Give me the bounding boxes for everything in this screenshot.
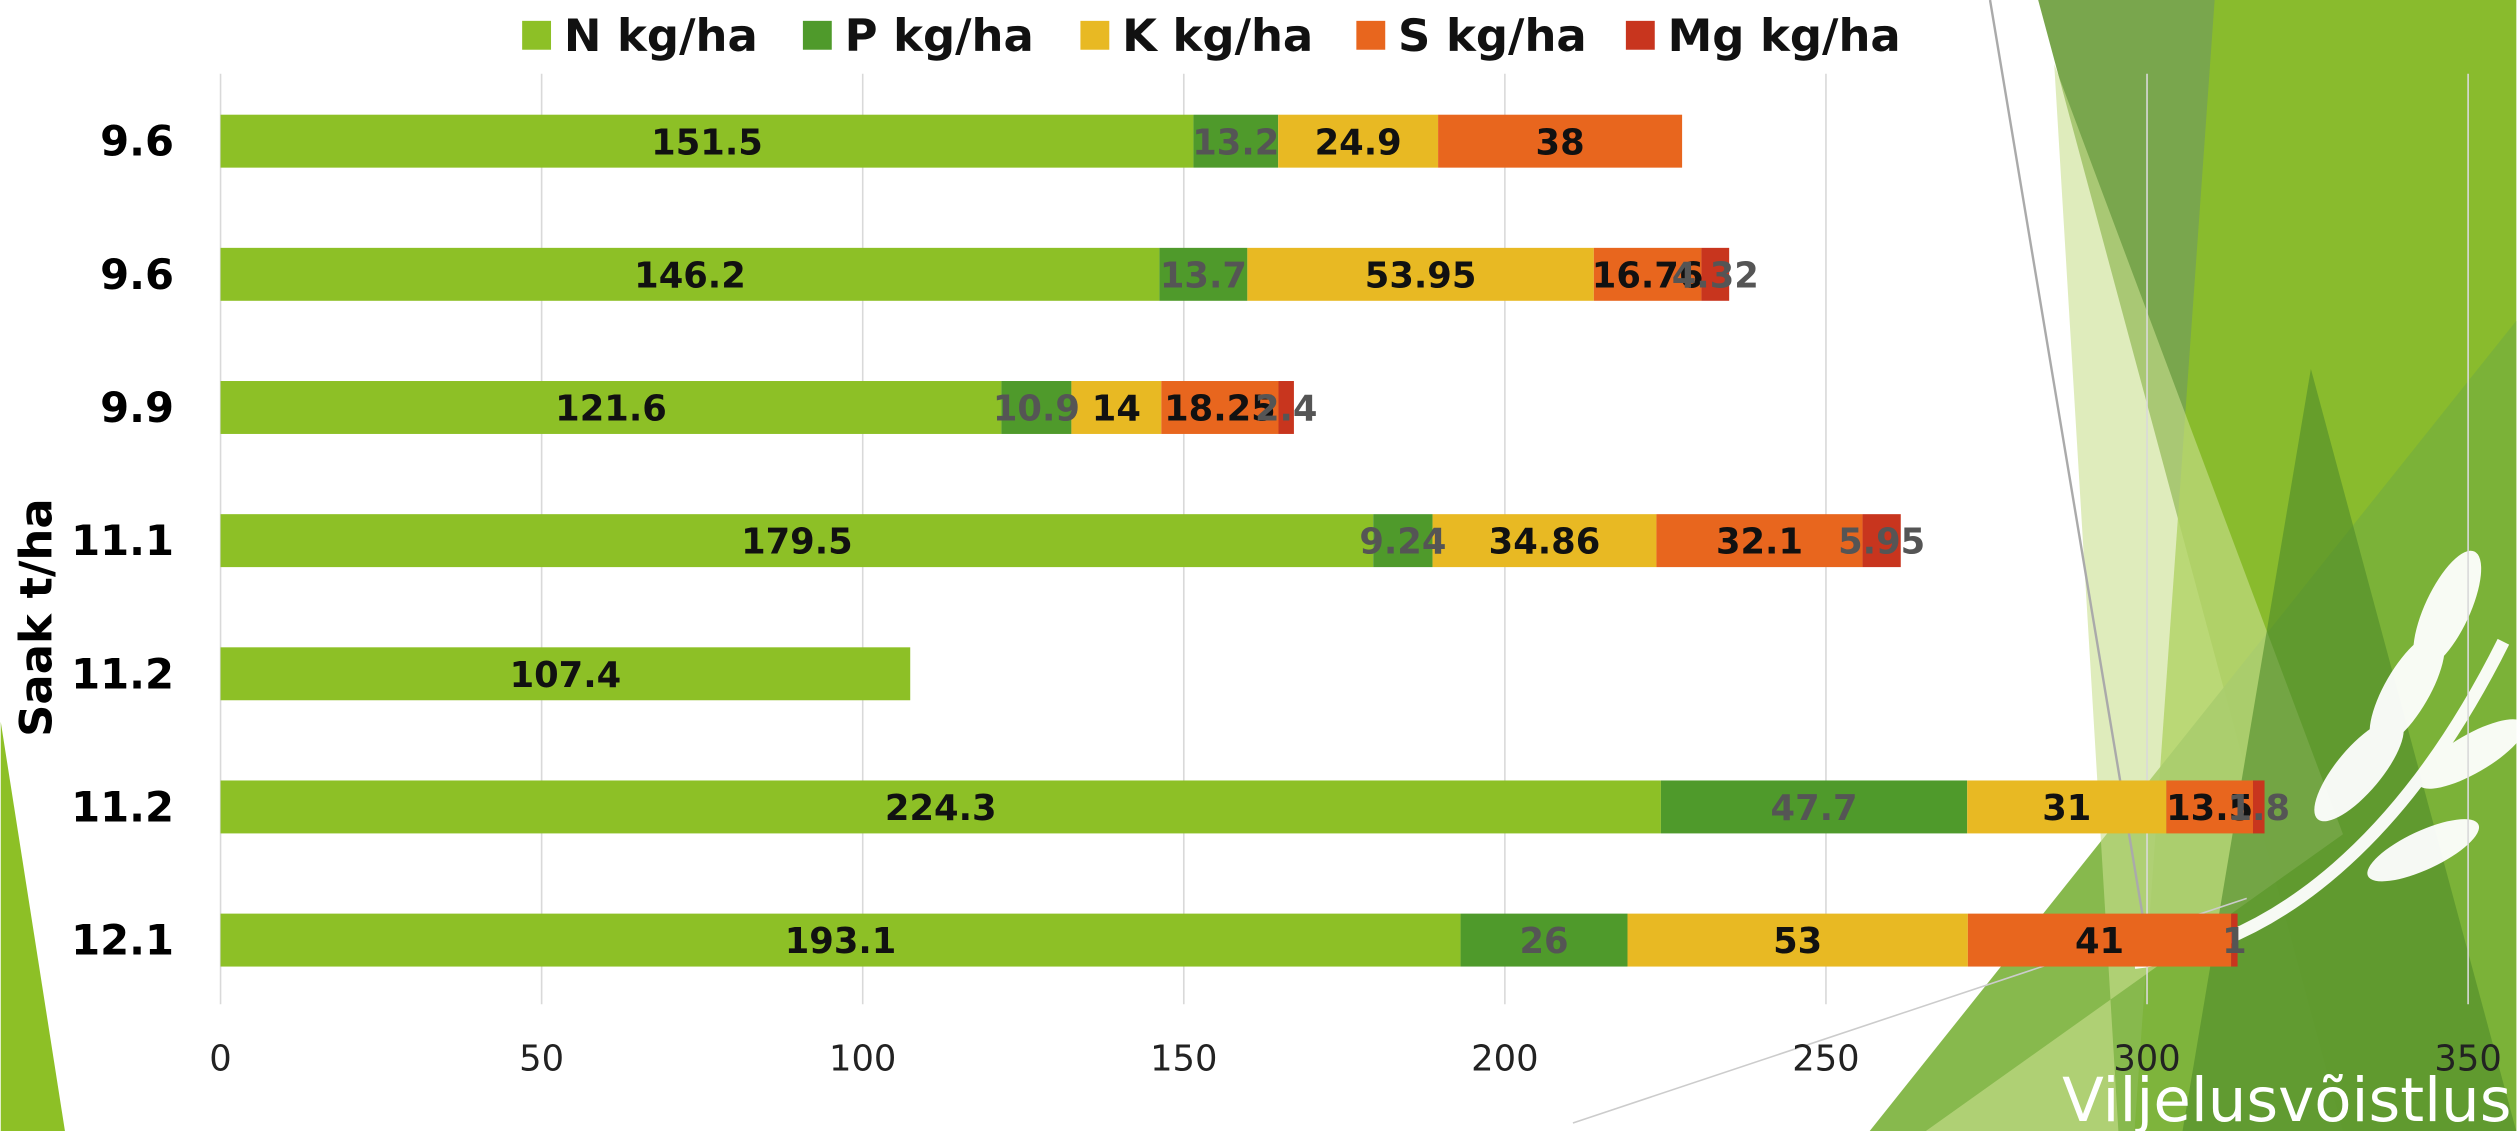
data-label: 107.4: [510, 655, 622, 696]
bar-segment: [2231, 913, 2238, 967]
data-label: 224.3: [885, 788, 997, 829]
data-label: 13.7: [1160, 255, 1247, 296]
data-label: 16.76: [1592, 255, 1704, 296]
data-label: 34.86: [1489, 522, 1601, 563]
bar-segment: [220, 514, 1374, 568]
data-label: 14: [1092, 389, 1141, 430]
bar-segment: [1967, 913, 2232, 967]
y-tick-label: 11.2: [71, 649, 174, 698]
bar-segment: [1627, 913, 1968, 967]
data-label: 32.1: [1716, 522, 1803, 563]
bar-segment: [1656, 514, 1863, 568]
x-tick-label: 250: [1792, 1038, 1859, 1079]
legend-swatch: [522, 20, 552, 50]
y-tick-label: 12.1: [71, 916, 174, 965]
data-label: 26: [1519, 921, 1568, 962]
bar-segment: [2166, 780, 2253, 834]
data-label: 38: [1536, 122, 1585, 163]
bar-segment: [1373, 514, 1433, 568]
legend-swatch: [1625, 20, 1655, 50]
bar-segment: [2252, 780, 2265, 834]
legend: N kg/ha P kg/ha K kg/ha S kg/ha Mg kg/ha: [522, 9, 1901, 62]
x-tick-label: 300: [2113, 1038, 2180, 1079]
data-label: 151.5: [651, 122, 763, 163]
data-label: 9.24: [1359, 522, 1446, 563]
y-tick-label: 9.9: [100, 383, 174, 432]
data-label: 13.2: [1192, 122, 1279, 163]
data-label: 53: [1773, 921, 1822, 962]
data-label: 24.9: [1315, 122, 1402, 163]
legend-swatch: [1080, 20, 1110, 50]
legend-label: Mg kg/ha: [1668, 9, 1901, 62]
x-tick-label: 100: [829, 1038, 896, 1079]
data-label: 1: [2222, 921, 2247, 962]
legend-label: S kg/ha: [1398, 9, 1587, 62]
data-label: 2.4: [1255, 389, 1318, 430]
x-tick-label: 50: [519, 1038, 564, 1079]
bar-segment: [1278, 114, 1439, 168]
bar-segment: [220, 780, 1661, 834]
bar-segment: [1862, 514, 1901, 568]
grid: 0 50 100 150 200 250 300 350: [209, 73, 2502, 1079]
bar-segment: [220, 114, 1194, 168]
bars: [220, 114, 2265, 967]
y-axis-title: Saak t/ha: [10, 498, 63, 737]
bar-segment: [1593, 247, 1702, 301]
legend-label: P kg/ha: [845, 9, 1034, 62]
bar-segment: [1460, 913, 1628, 967]
bar-segment: [1161, 381, 1279, 434]
data-label: 121.6: [555, 389, 667, 430]
data-label: 10.9: [993, 389, 1080, 430]
data-label: 1.8: [2228, 788, 2291, 829]
bar-segment: [220, 381, 1002, 434]
bar-segment: [1438, 114, 1683, 168]
branding: Viljelusvõistlus: [2062, 1065, 2511, 1131]
bar-segment: [1071, 381, 1162, 434]
bar-segment: [1193, 114, 1279, 168]
data-label: 146.2: [634, 255, 746, 296]
data-label: 4.32: [1672, 255, 1759, 296]
bar-segment: [1432, 514, 1657, 568]
x-tick-label: 200: [1471, 1038, 1538, 1079]
y-tick-label: 11.1: [71, 516, 174, 565]
data-label: 53.95: [1365, 255, 1477, 296]
legend-swatch: [802, 20, 832, 50]
data-label: 31: [2042, 788, 2091, 829]
bar-segment: [220, 247, 1160, 301]
legend-label: K kg/ha: [1122, 9, 1313, 62]
x-tick-label: 0: [209, 1038, 231, 1079]
bar-segment: [220, 913, 1461, 967]
data-label: 5.95: [1838, 522, 1925, 563]
legend-label: N kg/ha: [564, 9, 758, 62]
y-tick-label: 11.2: [71, 782, 174, 831]
bar-segment: [1660, 780, 1968, 834]
bar-segment: [1001, 381, 1072, 434]
x-tick-label: 150: [1150, 1038, 1217, 1079]
bar-segment: [220, 647, 911, 701]
wheat-icon: [2133, 550, 2517, 969]
data-label: 193.1: [785, 921, 897, 962]
data-label: 18.25: [1164, 389, 1276, 430]
bar-segment: [1278, 381, 1294, 434]
data-label: 41: [2075, 921, 2124, 962]
data-label: 179.5: [741, 522, 853, 563]
bar-segment: [1247, 247, 1594, 301]
data-label: 47.7: [1771, 788, 1858, 829]
x-tick-label: 350: [2434, 1038, 2501, 1079]
bar-segment: [1701, 247, 1730, 301]
bar-segment: [1967, 780, 2167, 834]
bar-segment: [1159, 247, 1248, 301]
data-label: 13.5: [2166, 788, 2253, 829]
labels: 9.6 151.5 13.2 24.9 38 9.6 146.2 13.7 53.95 16.76…: [71, 117, 2290, 965]
legend-swatch: [1356, 20, 1386, 50]
y-tick-label: 9.6: [100, 250, 174, 299]
y-tick-label: 9.6: [100, 117, 174, 166]
